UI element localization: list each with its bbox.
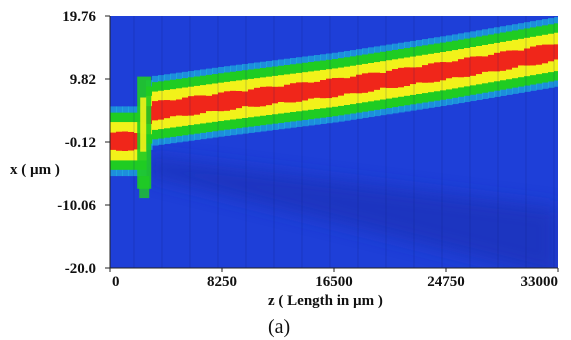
beam-cell — [440, 62, 447, 81]
beam-cell — [524, 48, 531, 66]
x-tick-label: 0 — [112, 274, 120, 290]
beam-cell — [458, 59, 465, 78]
beam-cell — [374, 72, 381, 90]
beam-cell — [548, 44, 555, 62]
x-axis-label: z ( Length in µm ) — [268, 293, 383, 309]
beam-cell — [272, 86, 279, 104]
beam-cell — [452, 61, 459, 78]
beam-cell — [464, 57, 471, 77]
y-axis-label: x ( µm ) — [10, 162, 60, 178]
beam-cell — [116, 131, 123, 151]
beam-step-core — [140, 97, 147, 152]
beam-cell — [554, 44, 558, 60]
beam-cell — [428, 63, 435, 83]
beam-intensity-band — [110, 17, 558, 199]
y-tick-label: 9.82 — [70, 72, 96, 88]
beam-cell — [518, 50, 525, 66]
beam-cell — [368, 72, 375, 92]
beam-cell — [476, 56, 483, 75]
beam-cell — [122, 131, 129, 151]
beam-cell — [158, 100, 165, 120]
beam-cell — [422, 65, 429, 83]
beam-cell — [218, 92, 225, 112]
radiation-shadow — [148, 157, 558, 268]
beam-cell — [386, 70, 393, 88]
beam-cell — [332, 77, 339, 98]
beam-cell — [230, 90, 237, 110]
beam-cell — [320, 80, 327, 99]
beam-cell — [266, 86, 273, 106]
x-axis: 0 8250 16500 24750 33000 — [109, 267, 559, 290]
beam-cell — [536, 45, 543, 65]
beam-cell — [212, 94, 219, 111]
beam-cell — [290, 83, 297, 103]
beam-cell — [170, 100, 177, 117]
beam-cell — [434, 62, 441, 82]
beam-cell — [302, 82, 309, 101]
beam-cell — [446, 62, 453, 79]
beam-cell — [206, 95, 213, 112]
beam-cell — [224, 91, 231, 111]
beam-tail — [139, 176, 150, 199]
beam-cell — [506, 50, 513, 70]
beam-cell — [242, 91, 249, 107]
x-tick-label: 16500 — [315, 274, 353, 290]
beam-cell — [488, 54, 495, 72]
beam-cell — [392, 69, 399, 88]
beam-cell — [470, 56, 477, 76]
beam-cell — [152, 101, 159, 121]
beam-cell — [404, 67, 411, 87]
y-tick-label: -10.06 — [57, 198, 96, 214]
shadow-region — [148, 157, 558, 268]
y-tick-label: -0.12 — [65, 135, 96, 151]
beam-cell — [416, 67, 423, 83]
beam-cell — [182, 97, 189, 116]
beam-cell — [350, 76, 357, 94]
beam-cell — [260, 86, 267, 107]
beam-cell — [512, 50, 519, 68]
beam-cell — [194, 95, 201, 115]
cell-grid — [133, 16, 555, 268]
beam-cell — [296, 82, 303, 102]
beam-cell — [410, 67, 417, 85]
x-tick-label: 24750 — [427, 274, 465, 290]
beam-cell — [284, 84, 291, 103]
beam-cell — [362, 73, 369, 93]
beam-cell — [482, 56, 489, 72]
beam-cell — [500, 51, 507, 71]
beam-cell — [128, 131, 135, 151]
beam-cell — [356, 74, 363, 94]
heatmap-plot-area — [110, 16, 558, 268]
beam-cell — [248, 89, 255, 107]
beam-cell — [188, 96, 195, 116]
beam-cell — [200, 95, 207, 114]
beam-cell — [326, 78, 333, 99]
beam-cell — [278, 86, 285, 102]
beam-cell — [308, 82, 315, 99]
beam-cell — [380, 72, 387, 88]
beam-cell — [254, 87, 261, 107]
beam-cell — [494, 52, 501, 72]
beam-cell — [530, 46, 537, 66]
x-tick-label: 8250 — [207, 274, 237, 290]
beam-cell — [176, 99, 183, 116]
beam-cell — [344, 78, 351, 94]
beam-cell — [314, 81, 321, 98]
beam-cell — [236, 90, 243, 109]
y-axis: 19.76 9.82 -0.12 -10.06 -20.0 — [57, 9, 111, 277]
x-tick-label: 33000 — [521, 274, 559, 290]
beam-cell — [338, 77, 345, 96]
y-tick-label: 19.76 — [62, 9, 96, 25]
y-tick-label: -20.0 — [65, 261, 96, 277]
beam-cell — [398, 67, 405, 88]
beam-cell — [542, 44, 549, 64]
beam-cell — [164, 100, 171, 119]
beam-cell — [110, 132, 117, 150]
figure-caption: (a) — [268, 316, 290, 338]
